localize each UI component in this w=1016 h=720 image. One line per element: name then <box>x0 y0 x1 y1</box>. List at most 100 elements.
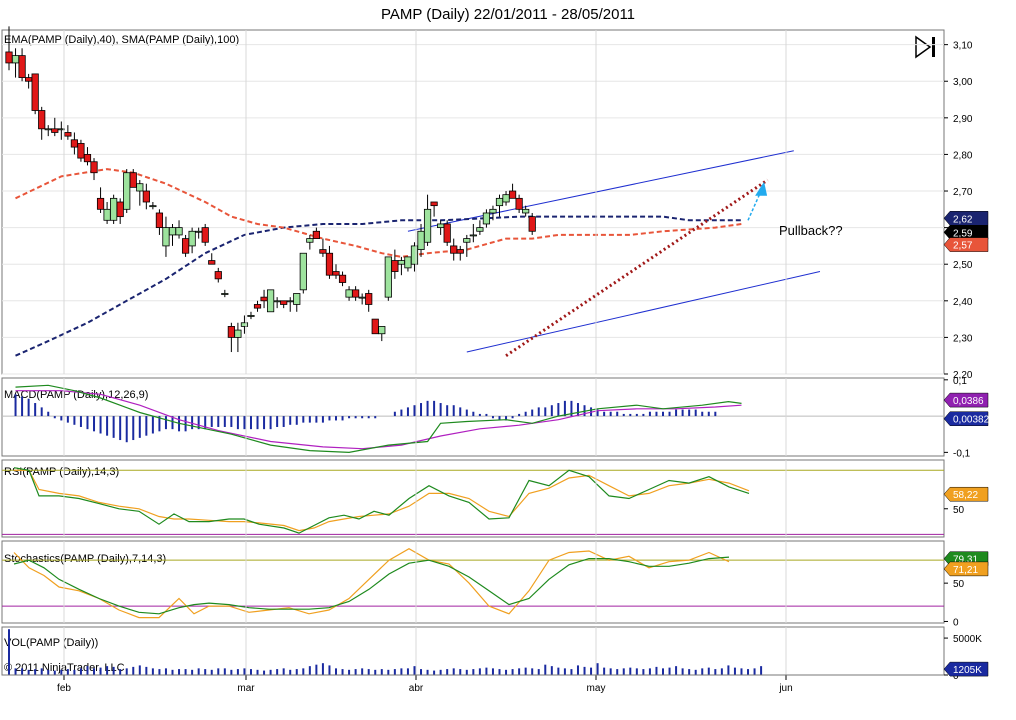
candle-body <box>312 230 320 239</box>
y-tick-label: 0 <box>953 671 959 682</box>
candle <box>430 201 438 217</box>
macd-signal-badge: 0,0386 <box>943 392 989 408</box>
candle-body <box>319 249 327 254</box>
candle-body <box>332 271 340 276</box>
candle-body <box>70 139 78 148</box>
candle <box>502 191 510 206</box>
candle <box>162 216 170 257</box>
candle <box>345 286 353 301</box>
panel-frames <box>1 29 945 676</box>
rsi-panel-label: RSI(PAMP (Daily),14,3) <box>4 466 119 478</box>
y-tick-label: 3,00 <box>953 77 973 88</box>
price-panel: 3,103,002,902,802,702,602,502,402,302,20 <box>2 26 973 381</box>
candle <box>508 183 517 199</box>
candle-body <box>253 304 262 309</box>
candle-body <box>378 326 386 335</box>
candle-body <box>18 55 26 78</box>
y-tick-label: 2,20 <box>953 370 973 381</box>
candle <box>522 205 530 217</box>
candle <box>358 293 366 305</box>
y-tick-label: 2,70 <box>953 187 973 198</box>
y-tick-label: 50 <box>953 505 965 516</box>
candle <box>456 245 464 261</box>
y-tick-label: 3,10 <box>953 41 973 52</box>
candle-body <box>96 197 105 210</box>
candle-body <box>352 289 360 298</box>
go-to-end-icon[interactable] <box>915 35 935 59</box>
candle <box>181 234 190 257</box>
candle <box>332 264 340 279</box>
last-price-badge-text: 2,59 <box>953 228 973 239</box>
candle <box>38 106 46 140</box>
candle-body <box>371 318 379 335</box>
stoch-d-badge-text: 79,31 <box>953 555 978 566</box>
candle <box>31 73 39 115</box>
candle <box>83 147 92 166</box>
ema40-value-badge-text: 2,57 <box>953 241 973 252</box>
candle <box>515 194 523 213</box>
candle <box>260 289 268 309</box>
candle-body <box>149 205 157 208</box>
y-tick-label: 2,80 <box>953 150 973 161</box>
candle-body <box>77 143 85 159</box>
stochastics-panel-label: Stochastics(PAMP (Daily),7,14,3) <box>4 553 166 565</box>
rsi-frame <box>1 459 945 538</box>
candle-body <box>469 234 477 237</box>
candle <box>77 139 85 162</box>
macd-value-badge: 0,00382 <box>943 411 990 426</box>
rsi-line <box>13 467 750 534</box>
candle <box>25 73 33 89</box>
candle-body <box>240 322 249 327</box>
candle-body <box>365 293 373 305</box>
candle-body <box>57 128 65 131</box>
rsi-value-badge-text: 58,22 <box>953 490 978 501</box>
candle <box>240 315 249 334</box>
candle-body <box>476 227 484 232</box>
y-tick-label: -0,1 <box>953 448 971 459</box>
pullback-annotation: Pullback?? <box>779 223 843 238</box>
candle <box>266 289 275 313</box>
x-tick-label: mar <box>237 683 255 694</box>
sma100-line <box>15 215 742 357</box>
candle-body <box>181 238 190 254</box>
candle <box>489 205 497 221</box>
candle <box>103 202 111 224</box>
candle <box>312 227 320 239</box>
candle-body <box>51 128 59 133</box>
y-tick-label: 2,50 <box>953 260 973 271</box>
candle-body <box>188 230 196 247</box>
candle-body <box>306 238 314 243</box>
last-price-badge: 2,59 <box>943 225 989 240</box>
rsi-panel: 50 <box>2 467 965 535</box>
candle-body <box>280 300 288 305</box>
candle-body <box>5 51 13 64</box>
candle <box>110 194 118 224</box>
candle <box>214 267 222 283</box>
candle-body <box>391 260 399 272</box>
candle-body <box>227 326 235 338</box>
macd-frame <box>1 377 945 457</box>
candle <box>528 212 536 235</box>
candle-body <box>443 223 451 243</box>
candle-body <box>31 73 39 111</box>
macd-value-badge-text: 0,00382 <box>953 415 990 426</box>
candle <box>201 223 209 246</box>
candle-body <box>522 208 530 214</box>
candle-body <box>325 252 334 276</box>
candle-body <box>404 256 412 269</box>
candle-body <box>384 256 392 298</box>
candle <box>155 209 164 235</box>
candle-body <box>528 216 536 232</box>
volume-value-badge-shape <box>943 661 989 677</box>
candle-body <box>221 293 229 295</box>
candle <box>378 326 386 342</box>
candle-body <box>129 172 137 188</box>
candle <box>365 289 373 312</box>
candle-body <box>495 197 504 207</box>
y-tick-label: 2,90 <box>953 114 973 125</box>
candle-body <box>423 208 432 243</box>
macd-line <box>15 384 742 454</box>
candle-body <box>103 208 111 221</box>
candle <box>116 198 124 224</box>
